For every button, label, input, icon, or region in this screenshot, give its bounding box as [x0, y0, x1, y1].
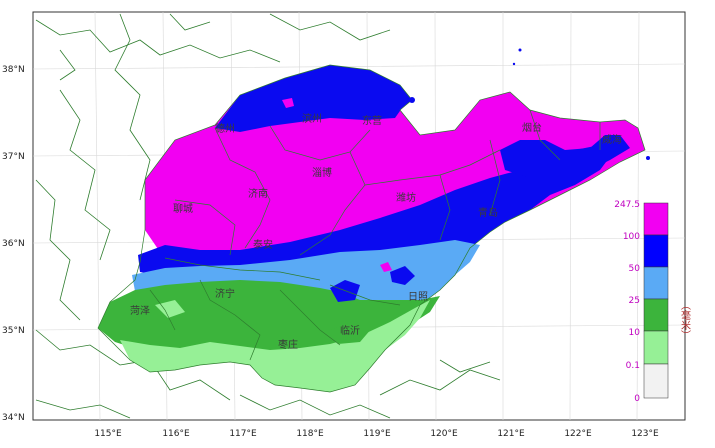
- city-label-heze: 菏泽: [130, 305, 150, 317]
- city-label-qingdao: 青岛: [478, 206, 498, 219]
- patch-blue-1: [330, 280, 360, 302]
- legend-swatch-lightblue: [643, 266, 669, 300]
- city-label-dongying: 东营: [362, 114, 382, 127]
- legend-swatch-lightgreen: [643, 330, 669, 365]
- patch-lightgreen-1: [155, 300, 185, 318]
- city-label-binzhou: 滨州: [302, 112, 322, 125]
- lat-label: 37°N: [2, 152, 25, 162]
- patch-magenta-2: [282, 98, 294, 108]
- legend-threshold: 0.1: [626, 361, 640, 371]
- lat-label: 34°N: [2, 413, 25, 423]
- legend-swatch-blue: [643, 234, 669, 268]
- lon-labels: 115°E 116°E 117°E 118°E 119°E 120°E 121°…: [94, 429, 659, 439]
- legend-swatch-green: [643, 298, 669, 332]
- lon-label: 121°E: [497, 429, 525, 439]
- city-label-linyi: 临沂: [340, 324, 360, 337]
- lon-label: 122°E: [564, 429, 592, 439]
- city-label-dezhou: 德州: [215, 122, 235, 135]
- lon-label: 120°E: [430, 429, 458, 439]
- lon-label: 123°E: [631, 429, 659, 439]
- lon-label: 117°E: [229, 429, 257, 439]
- patch-green-1: [330, 322, 372, 344]
- lat-label: 38°N: [2, 65, 25, 75]
- legend-threshold: 25: [629, 296, 640, 306]
- legend-unit: （毫米）: [679, 300, 691, 340]
- city-label-yantai: 烟台: [522, 121, 542, 134]
- layer-blue-coast: [500, 135, 630, 178]
- layer-blue-north: [215, 65, 412, 132]
- city-label-weihai: 威海: [602, 133, 622, 146]
- lon-label: 115°E: [94, 429, 122, 439]
- legend-threshold: 10: [629, 328, 641, 338]
- lon-label: 116°E: [162, 429, 190, 439]
- city-labels: 德州 滨州 东营 烟台 威海 淄博 济南 聊城 潍坊 青岛 泰安 济宁 菏泽 日…: [130, 112, 622, 351]
- city-label-liaocheng: 聊城: [173, 202, 193, 215]
- patch-magenta-1: [380, 262, 392, 272]
- lat-labels: 38°N 37°N 36°N 35°N 34°N: [2, 65, 25, 423]
- legend-swatch-magenta: [643, 202, 669, 236]
- legend-threshold: 247.5: [614, 200, 640, 210]
- lon-label: 119°E: [363, 429, 391, 439]
- layer-lightgreen: [120, 300, 430, 392]
- lon-label: 118°E: [296, 429, 324, 439]
- legend-threshold: 0: [634, 394, 640, 404]
- lat-label: 35°N: [2, 326, 25, 336]
- city-label-jinan: 济南: [248, 187, 268, 200]
- precip-layers: [98, 65, 645, 392]
- legend-threshold: 100: [623, 232, 640, 242]
- city-label-zaozhuang: 枣庄: [278, 338, 298, 351]
- legend-swatch-none: [643, 363, 669, 399]
- city-label-jining: 济宁: [215, 287, 235, 300]
- city-label-weifang: 潍坊: [396, 191, 416, 204]
- layer-blue: [138, 145, 615, 282]
- legend: 247.5 100 50 25 10 0.1 0 （毫米）: [614, 200, 690, 404]
- patch-blue-2: [390, 266, 415, 285]
- legend-threshold: 50: [629, 264, 641, 274]
- city-label-rizhao: 日照: [408, 291, 428, 303]
- lat-label: 36°N: [2, 239, 25, 249]
- city-label-taian: 泰安: [253, 238, 273, 251]
- city-label-zibo: 淄博: [312, 166, 332, 179]
